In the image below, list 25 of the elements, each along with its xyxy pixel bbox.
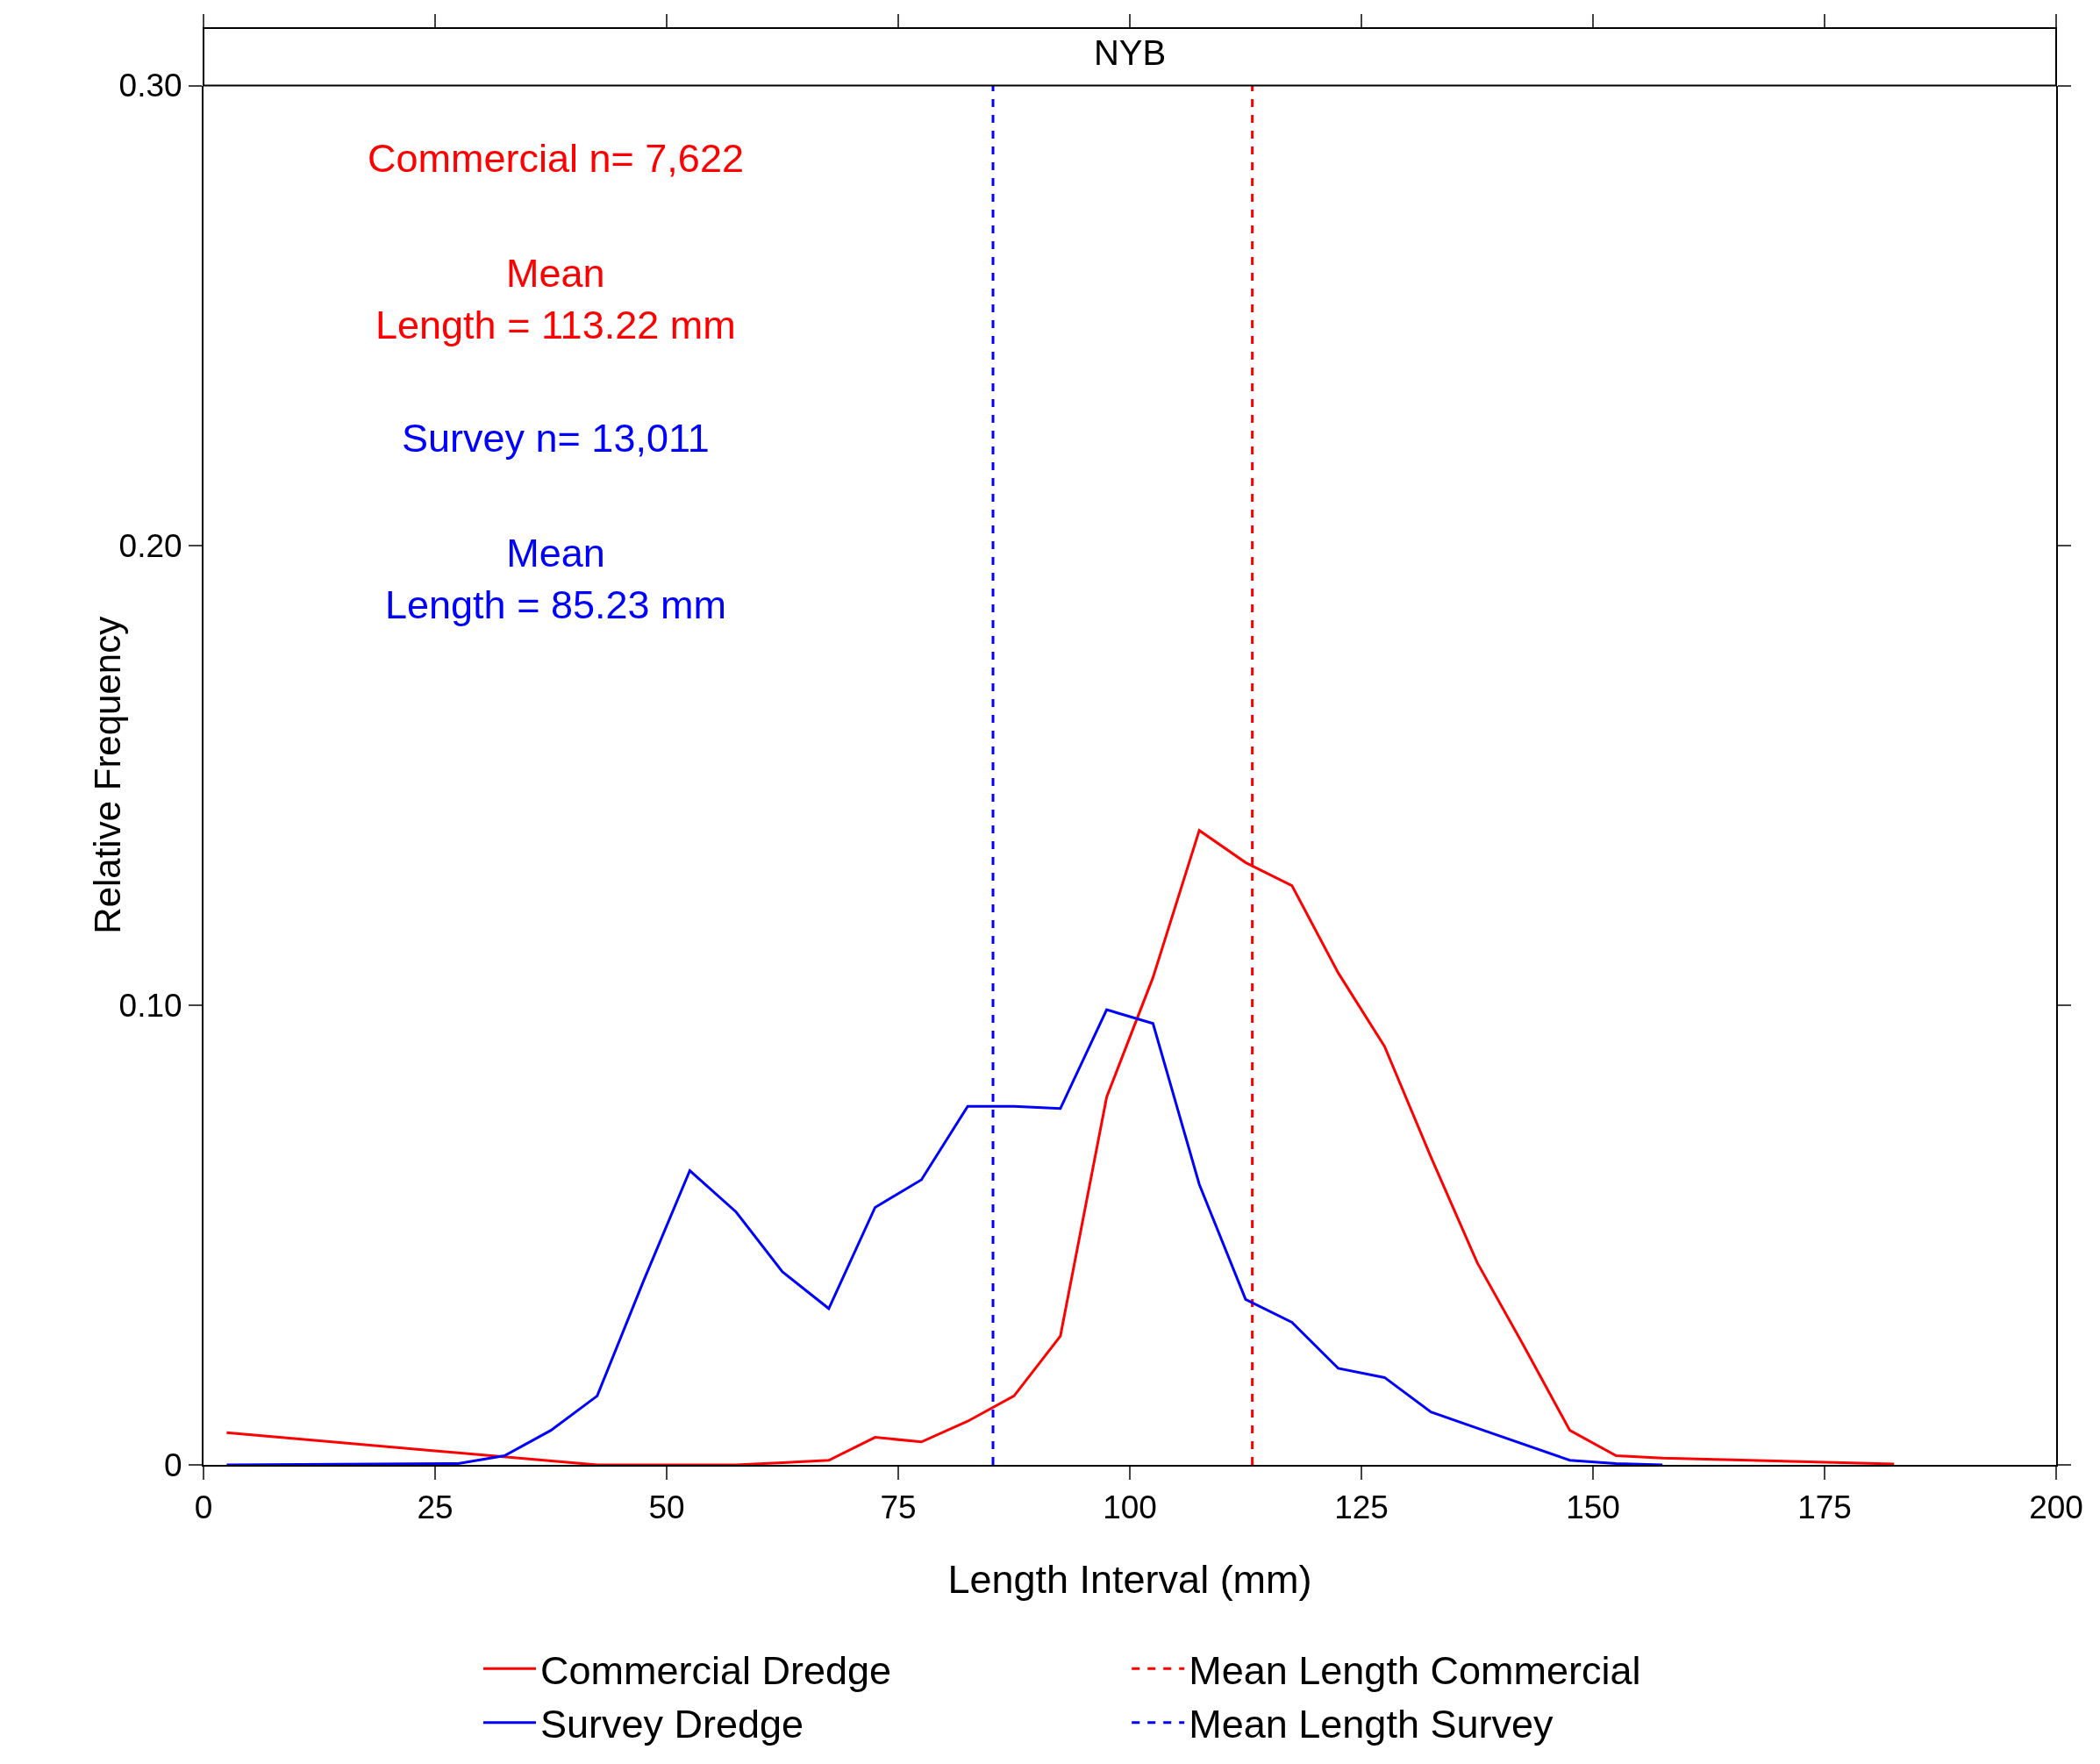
legend-label: Mean Length Commercial xyxy=(1189,1647,1641,1693)
y-axis-title: Relative Frequency xyxy=(87,616,128,934)
legend-label: Survey Dredge xyxy=(540,1702,804,1747)
x-axis-title: Length Interval (mm) xyxy=(947,1557,1312,1602)
x-tick-label: 75 xyxy=(880,1489,917,1526)
chart-title: NYB xyxy=(1093,33,1167,73)
annotation: Survey n= 13,011 xyxy=(402,416,710,461)
annotation: Mean Length = 85.23 mm xyxy=(385,531,727,627)
y-tick-label: 0.30 xyxy=(118,68,182,104)
x-tick-label: 100 xyxy=(1103,1489,1157,1526)
x-tick-label: 0 xyxy=(194,1489,213,1526)
legend-label: Commercial Dredge xyxy=(540,1647,892,1693)
legend-label: Mean Length Survey xyxy=(1189,1702,1554,1747)
y-tick-label: 0 xyxy=(164,1446,182,1483)
y-tick-label: 0.10 xyxy=(118,987,182,1024)
x-tick-label: 175 xyxy=(1797,1489,1852,1526)
y-tick-label: 0.20 xyxy=(118,527,182,564)
x-tick-label: 25 xyxy=(417,1489,454,1526)
x-tick-label: 200 xyxy=(2029,1489,2083,1526)
line-series xyxy=(225,1008,1664,1465)
x-tick-label: 150 xyxy=(1566,1489,1620,1526)
x-tick-label: 125 xyxy=(1334,1489,1389,1526)
annotation: Mean Length = 113.22 mm xyxy=(375,251,736,347)
x-tick-label: 50 xyxy=(648,1489,685,1526)
annotation: Commercial n= 7,622 xyxy=(368,136,744,181)
